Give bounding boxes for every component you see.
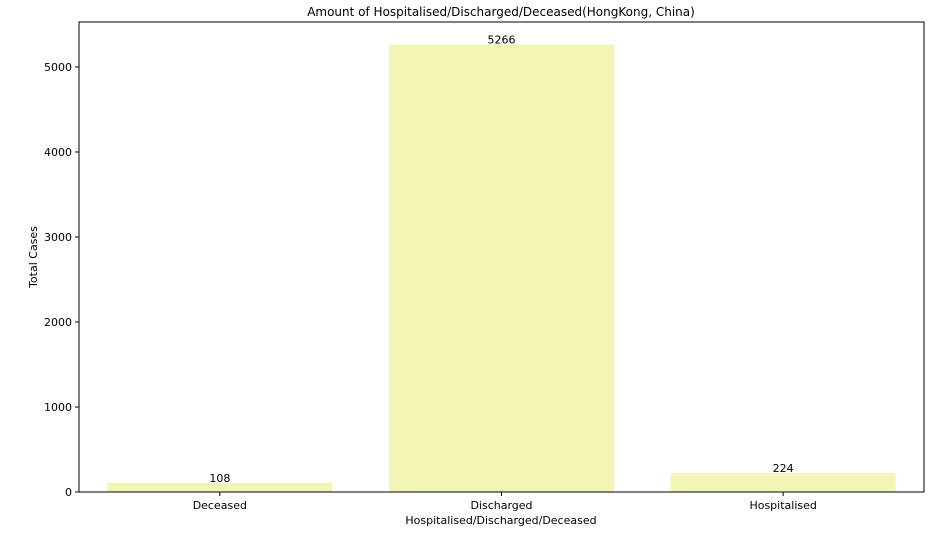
plot-frame [78, 21, 925, 493]
y-axis-label: Total Cases [27, 226, 40, 289]
data-label-discharged: 5266 [488, 33, 516, 46]
x-axis-label: Hospitalised/Discharged/Deceased [405, 514, 596, 527]
y-tick-label: 3000 [44, 231, 72, 244]
x-axis: Deceased Discharged Hospitalised [193, 492, 817, 512]
bars-group [107, 44, 896, 493]
x-tick-label-deceased: Deceased [193, 499, 247, 512]
data-label-hospitalised: 224 [773, 462, 794, 475]
x-tick-label-hospitalised: Hospitalised [749, 499, 816, 512]
data-labels-group: 108 5266 224 [209, 33, 793, 484]
x-tick-label-discharged: Discharged [470, 499, 532, 512]
bar-hospitalised [670, 472, 896, 492]
y-tick-label: 0 [65, 486, 72, 499]
data-label-deceased: 108 [209, 472, 230, 485]
bar-deceased [107, 482, 333, 492]
chart-title: Amount of Hospitalised/Discharged/Deceas… [307, 5, 695, 19]
y-tick-label: 2000 [44, 316, 72, 329]
y-tick-label: 4000 [44, 146, 72, 159]
y-tick-label: 5000 [44, 61, 72, 74]
bar-discharged [388, 44, 615, 493]
y-tick-label: 1000 [44, 401, 72, 414]
y-axis: 0 1000 2000 3000 4000 5000 [44, 61, 79, 499]
